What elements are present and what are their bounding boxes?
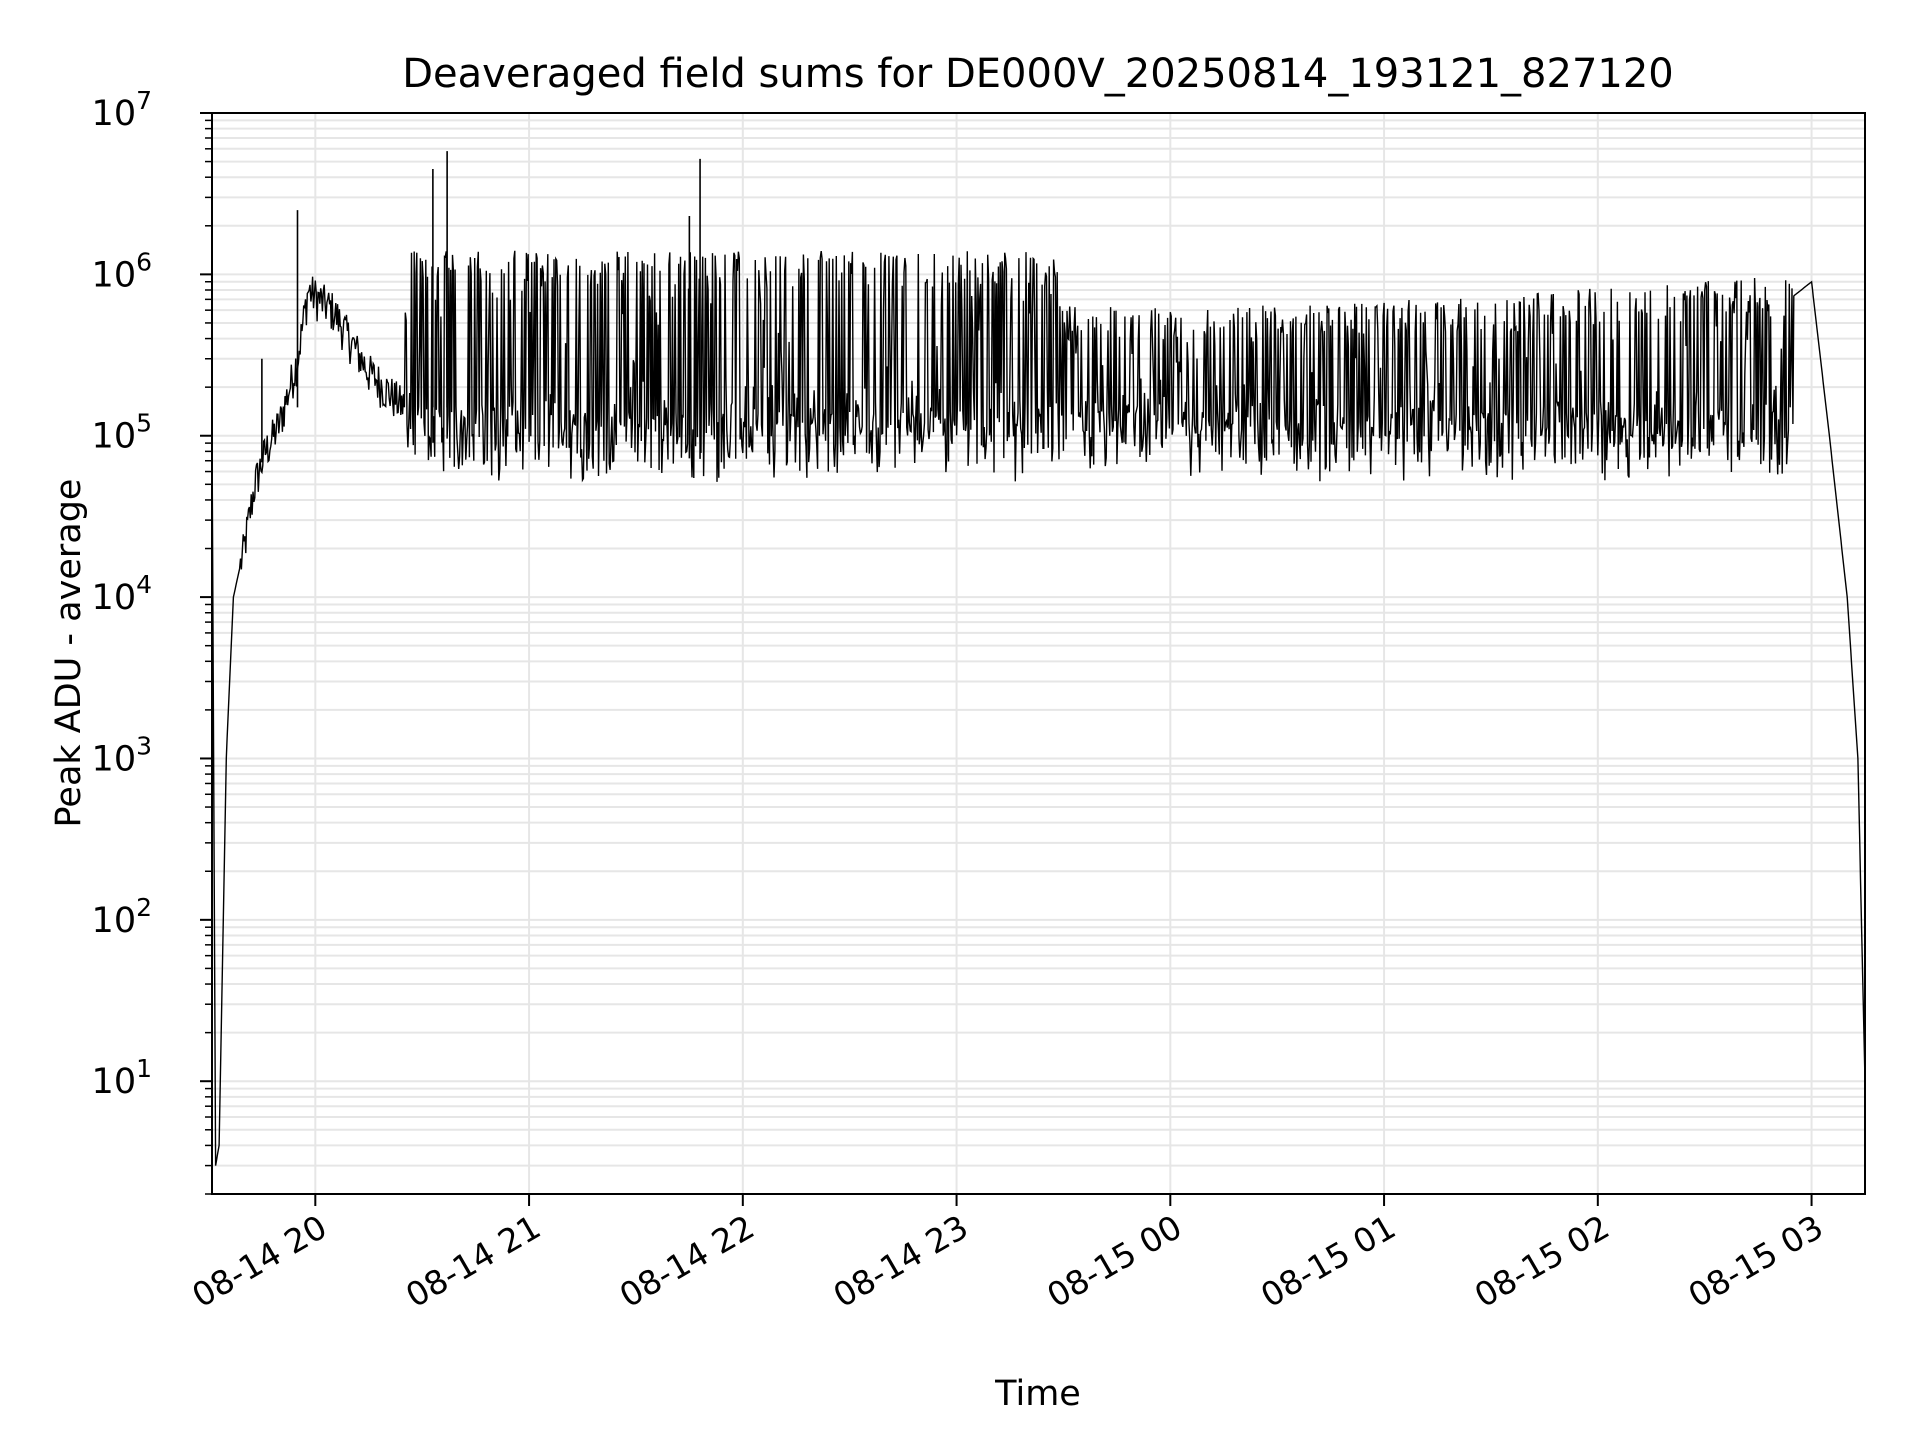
y-tick-base: 10: [92, 739, 137, 779]
y-tick-exponent: 2: [136, 893, 152, 922]
y-tick-exponent: 3: [136, 731, 152, 760]
y-tick-base: 10: [92, 578, 137, 618]
y-tick-label: 101: [92, 1054, 152, 1102]
y-tick-base: 10: [92, 417, 137, 457]
chart-title: Deaveraged field sums for DE000V_2025081…: [402, 51, 1673, 97]
y-tick-label: 102: [92, 893, 152, 941]
y-tick-exponent: 1: [136, 1054, 152, 1083]
y-tick-label: 105: [92, 409, 152, 457]
y-tick-label: 103: [92, 731, 152, 779]
y-tick-exponent: 4: [136, 570, 152, 599]
y-tick-base: 10: [92, 255, 137, 295]
grid: [212, 113, 1865, 1195]
y-tick-exponent: 5: [136, 409, 152, 438]
plot-frame: [211, 112, 1866, 1195]
y-tick-base: 10: [92, 94, 137, 134]
y-tick-label: 104: [92, 570, 152, 618]
series-path: [211, 250, 1866, 1166]
y-tick-label: 106: [92, 247, 152, 295]
y-tick-base: 10: [92, 1062, 137, 1102]
y-tick-label: 107: [92, 86, 152, 134]
x-axis-label: Time: [994, 1374, 1081, 1414]
y-tick-base: 10: [92, 901, 137, 941]
series-line: [211, 151, 1866, 1166]
y-axis-label: Peak ADU - average: [49, 479, 89, 828]
y-tick-exponent: 6: [136, 247, 152, 276]
y-tick-exponent: 7: [136, 86, 152, 115]
